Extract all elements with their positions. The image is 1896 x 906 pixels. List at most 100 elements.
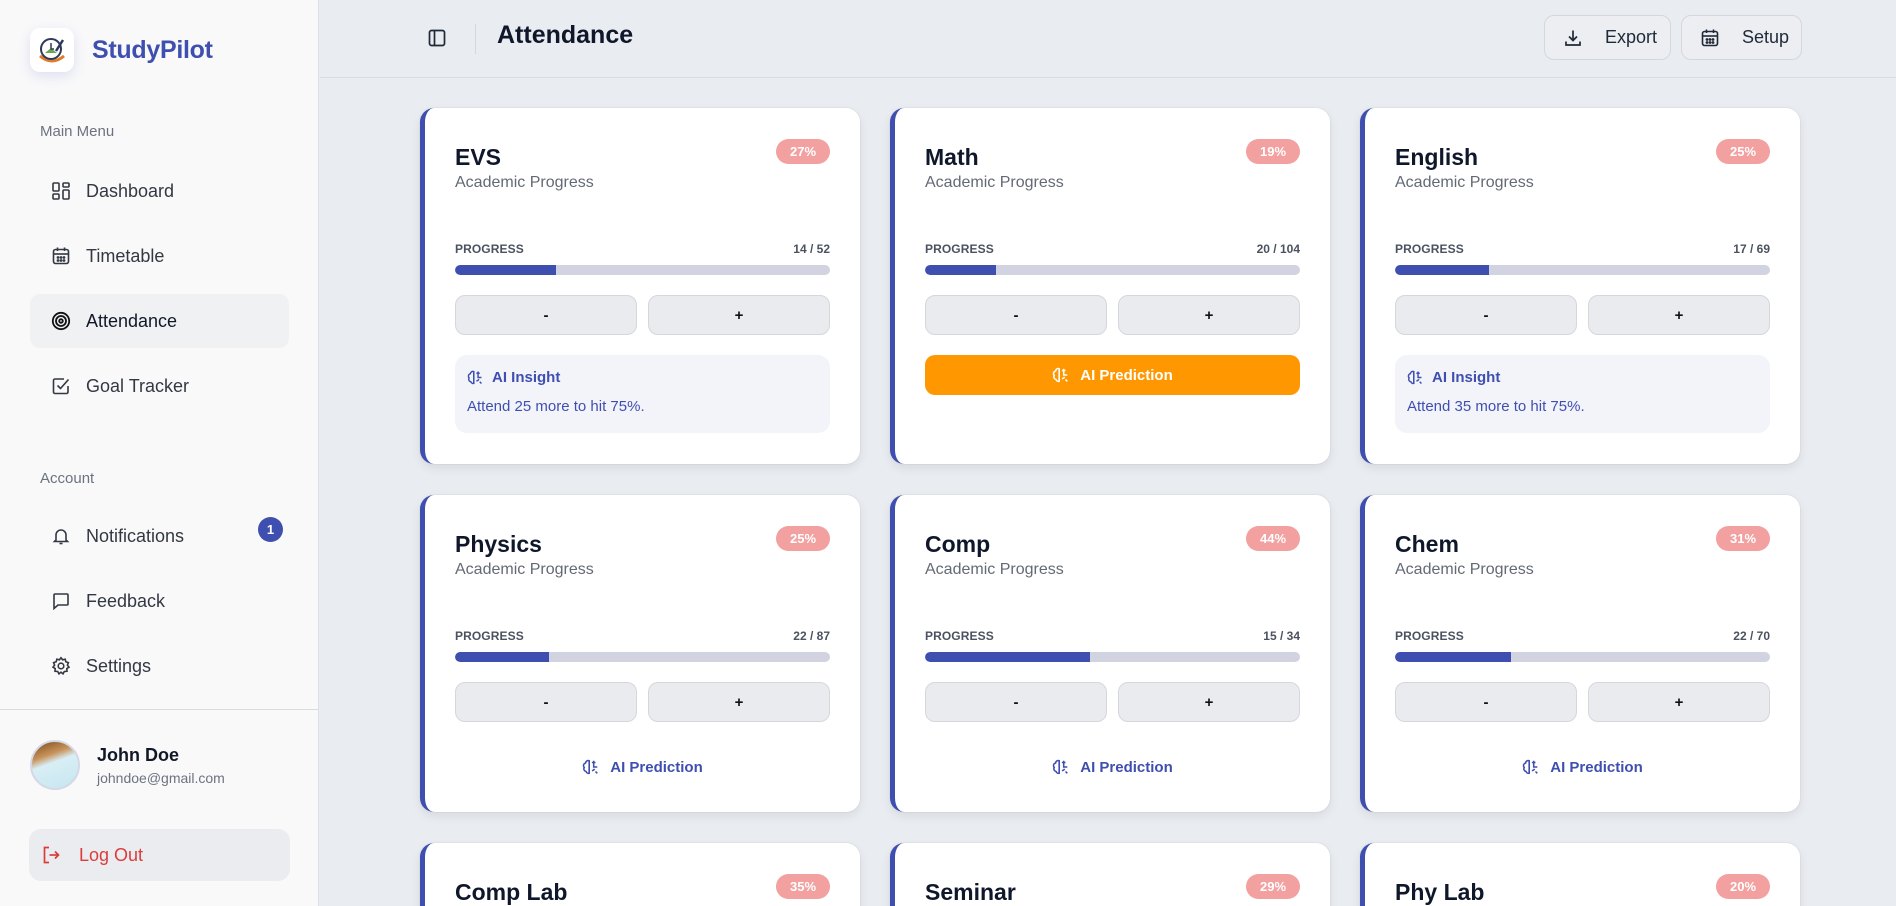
increment-button[interactable]: + — [1588, 682, 1770, 722]
subject-title: Seminar — [925, 879, 1016, 905]
insight-title: AI Insight — [1432, 369, 1501, 386]
percent-badge: 44% — [1246, 526, 1300, 551]
increment-button[interactable]: + — [648, 682, 830, 722]
prediction-label: AI Prediction — [1080, 758, 1173, 776]
brain-icon — [1052, 758, 1070, 776]
subject-card-comp-lab: Comp Lab 35% — [420, 843, 860, 906]
progress-fill — [455, 652, 549, 662]
subject-subtitle: Academic Progress — [455, 561, 594, 578]
subject-card-math: Math Academic Progress 19% PROGRESS 20 /… — [890, 108, 1330, 464]
increment-button[interactable]: + — [1588, 295, 1770, 335]
setup-button[interactable]: Setup — [1681, 15, 1802, 60]
sidebar-toggle-button[interactable] — [425, 26, 449, 50]
decrement-button[interactable]: - — [925, 682, 1107, 722]
ai-prediction-button[interactable]: AI Prediction — [455, 752, 830, 782]
user-name: John Doe — [97, 744, 180, 765]
brain-icon — [1407, 369, 1424, 386]
brand[interactable]: StudyPilot — [30, 28, 213, 72]
prediction-label: AI Prediction — [610, 758, 703, 776]
ai-prediction-button[interactable]: AI Prediction — [925, 752, 1300, 782]
progress-bar — [455, 265, 830, 275]
progress-count: 17 / 69 — [1733, 242, 1770, 256]
progress-bar — [1395, 652, 1770, 662]
sidebar-item-label: Goal Tracker — [86, 375, 190, 396]
prediction-label: AI Prediction — [1080, 366, 1173, 384]
percent-badge: 27% — [776, 139, 830, 164]
decrement-button[interactable]: - — [455, 295, 637, 335]
sidebar-item-goal-tracker[interactable]: Goal Tracker — [30, 359, 289, 413]
subject-title: English — [1395, 144, 1479, 170]
page-title: Attendance — [497, 21, 634, 49]
brain-icon — [467, 369, 484, 386]
subject-card-seminar: Seminar 29% — [890, 843, 1330, 906]
progress-bar — [1395, 265, 1770, 275]
subject-subtitle: Academic Progress — [1395, 561, 1534, 578]
target-icon — [50, 310, 72, 332]
sidebar: StudyPilot Main Menu Dashboard Timetable… — [0, 0, 319, 906]
subject-title: Physics — [455, 531, 542, 557]
sidebar-item-feedback[interactable]: Feedback — [30, 574, 289, 628]
user-profile[interactable]: John Doe johndoe@gmail.com — [30, 740, 225, 790]
progress-count: 22 / 70 — [1733, 629, 1770, 643]
header-separator — [475, 24, 476, 54]
subject-card-evs: EVS Academic Progress 27% PROGRESS 14 / … — [420, 108, 860, 464]
decrement-button[interactable]: - — [1395, 682, 1577, 722]
logo-icon — [30, 28, 74, 72]
insight-text: Attend 25 more to hit 75%. — [467, 398, 645, 415]
export-label: Export — [1605, 27, 1658, 47]
insight-title: AI Insight — [492, 369, 561, 386]
prediction-label: AI Prediction — [1550, 758, 1643, 776]
progress-label: PROGRESS — [925, 629, 994, 643]
percent-badge: 25% — [776, 526, 830, 551]
ai-prediction-button[interactable]: AI Prediction — [925, 355, 1300, 395]
panel-left-icon — [428, 29, 446, 47]
brain-icon — [1522, 758, 1540, 776]
decrement-button[interactable]: - — [925, 295, 1107, 335]
sidebar-item-settings[interactable]: Settings — [30, 639, 289, 693]
increment-button[interactable]: + — [1118, 295, 1300, 335]
subject-title: EVS — [455, 144, 502, 170]
insight-text: Attend 35 more to hit 75%. — [1407, 398, 1585, 415]
sidebar-item-label: Dashboard — [86, 180, 175, 201]
logout-label: Log Out — [79, 844, 144, 865]
calendar-icon — [1700, 28, 1720, 48]
ai-prediction-button[interactable]: AI Prediction — [1395, 752, 1770, 782]
percent-badge: 35% — [776, 874, 830, 899]
logout-button[interactable]: Log Out — [29, 829, 290, 881]
decrement-button[interactable]: - — [1395, 295, 1577, 335]
increment-button[interactable]: + — [1118, 682, 1300, 722]
bell-icon — [50, 525, 72, 547]
brain-icon — [1052, 366, 1070, 384]
progress-fill — [925, 265, 997, 275]
app-name: StudyPilot — [92, 35, 213, 64]
top-header: Attendance Export Setup — [320, 0, 1896, 78]
sidebar-item-attendance[interactable]: Attendance — [30, 294, 289, 348]
progress-label: PROGRESS — [455, 242, 524, 256]
user-email: johndoe@gmail.com — [97, 769, 225, 786]
increment-button[interactable]: + — [648, 295, 830, 335]
percent-badge: 31% — [1716, 526, 1770, 551]
subject-title: Phy Lab — [1395, 879, 1485, 905]
message-icon — [50, 590, 72, 612]
sidebar-item-timetable[interactable]: Timetable — [30, 229, 289, 283]
sidebar-divider — [0, 709, 318, 710]
sidebar-item-label: Settings — [86, 655, 152, 676]
progress-bar — [925, 265, 1300, 275]
subject-subtitle: Academic Progress — [925, 561, 1064, 578]
percent-badge: 19% — [1246, 139, 1300, 164]
percent-badge: 29% — [1246, 874, 1300, 899]
progress-fill — [925, 652, 1090, 662]
sidebar-item-notifications[interactable]: Notifications 1 — [30, 509, 289, 563]
sidebar-item-dashboard[interactable]: Dashboard — [30, 164, 289, 218]
percent-badge: 20% — [1716, 874, 1770, 899]
subject-subtitle: Academic Progress — [455, 174, 594, 191]
subject-card-physics: Physics Academic Progress 25% PROGRESS 2… — [420, 495, 860, 812]
export-button[interactable]: Export — [1544, 15, 1671, 60]
progress-label: PROGRESS — [925, 242, 994, 256]
progress-bar — [925, 652, 1300, 662]
subject-subtitle: Academic Progress — [1395, 174, 1534, 191]
gear-icon — [50, 655, 72, 677]
main-menu-label: Main Menu — [40, 123, 115, 140]
decrement-button[interactable]: - — [455, 682, 637, 722]
ai-insight-panel: AI Insight Attend 35 more to hit 75%. — [1395, 355, 1770, 433]
